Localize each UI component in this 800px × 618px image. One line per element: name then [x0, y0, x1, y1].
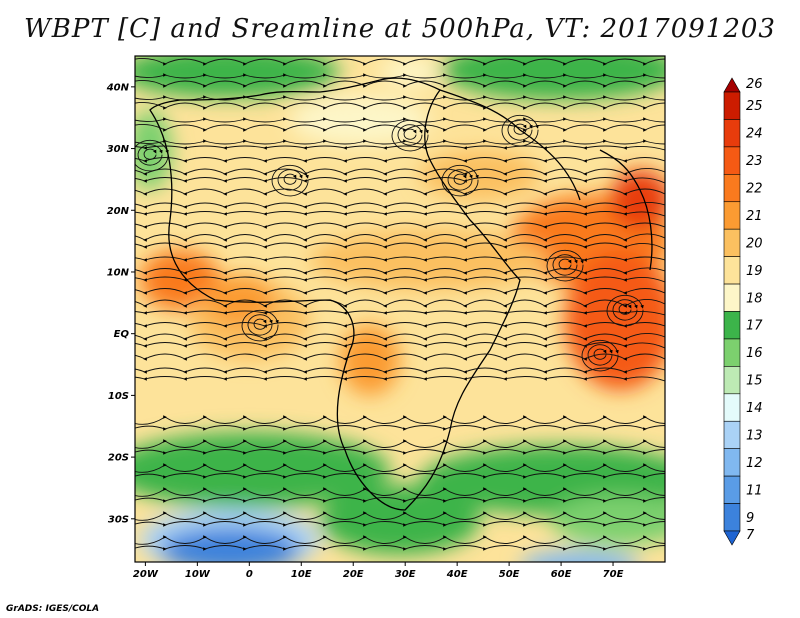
lon-tick-label: 10W — [185, 569, 211, 580]
lon-tick-label: 60E — [551, 569, 572, 580]
colorbar-label: 14 — [746, 401, 763, 416]
colorbar-label: 12 — [746, 456, 763, 471]
colorbar-label: 25 — [746, 99, 763, 114]
colorbar-swatch — [724, 92, 740, 119]
colorbar-label: 15 — [746, 374, 763, 389]
lon-tick-label: 50E — [499, 569, 520, 580]
colorbar-label: 17 — [746, 319, 763, 334]
colorbar-label: 23 — [746, 154, 763, 169]
colorbar-swatch — [724, 449, 740, 476]
lon-tick-label: 30E — [395, 569, 416, 580]
colorbar-swatch — [724, 174, 740, 201]
colorbar-label: 22 — [746, 182, 763, 197]
longitude-axis: 20W 10W 0 10E 20E 30E 40E 50E 60E 70E — [133, 562, 624, 580]
colorbar-label: 9 — [746, 511, 754, 526]
lat-tick-label: 40N — [106, 82, 130, 93]
lat-tick-label: 20S — [108, 453, 129, 464]
lat-tick-label: EQ — [114, 329, 130, 340]
lat-tick-label: 30S — [108, 514, 129, 525]
lat-tick-label: 30N — [107, 144, 130, 155]
colorbar-swatch — [724, 312, 740, 339]
colorbar-swatch — [724, 257, 740, 284]
lon-tick-label: 70E — [603, 569, 624, 580]
colorbar-swatch — [724, 119, 740, 146]
lon-tick-label: 10E — [291, 569, 312, 580]
colorbar-swatch — [724, 147, 740, 174]
colorbar-label: 24 — [746, 127, 763, 142]
colorbar-label: 20 — [746, 236, 763, 251]
colorbar-swatch — [724, 339, 740, 366]
colorbar-swatch — [724, 421, 740, 448]
colorbar-label: 18 — [746, 291, 763, 306]
colorbar-swatch — [724, 202, 740, 229]
lat-tick-label: 10S — [108, 391, 129, 402]
colorbar-label: 11 — [746, 483, 763, 498]
colorbar-swatch — [724, 476, 740, 503]
lon-tick-label: 40E — [446, 569, 468, 580]
lat-tick-label: 10N — [107, 267, 130, 278]
colorbar-swatch — [724, 78, 740, 92]
lat-tick-label: 20N — [107, 206, 130, 217]
colorbar: 26 25 24 23 22 21 20 19 18 17 16 15 14 13 12 11 9 7 — [724, 77, 763, 545]
colorbar-label: 26 — [746, 77, 763, 92]
colorbar-label: 16 — [746, 346, 763, 361]
colorbar-swatch — [724, 229, 740, 256]
colorbar-swatch — [724, 366, 740, 393]
colorbar-label: 7 — [746, 528, 755, 543]
colorbar-swatch — [724, 394, 740, 421]
colorbar-label: 21 — [746, 209, 763, 224]
lon-tick-label: 0 — [246, 569, 253, 580]
colorbar-swatch — [724, 531, 740, 545]
latitude-axis: 40N 30N 20N 10N EQ 10S 20S 30S — [106, 82, 135, 525]
lon-tick-label: 20W — [133, 569, 159, 580]
grads-credit: GrADS: IGES/COLA — [6, 604, 99, 614]
colorbar-label: 13 — [746, 428, 763, 443]
colorbar-swatch — [724, 504, 740, 531]
lon-tick-label: 20E — [343, 569, 364, 580]
colorbar-swatch — [724, 284, 740, 311]
colorbar-label: 19 — [746, 264, 763, 279]
